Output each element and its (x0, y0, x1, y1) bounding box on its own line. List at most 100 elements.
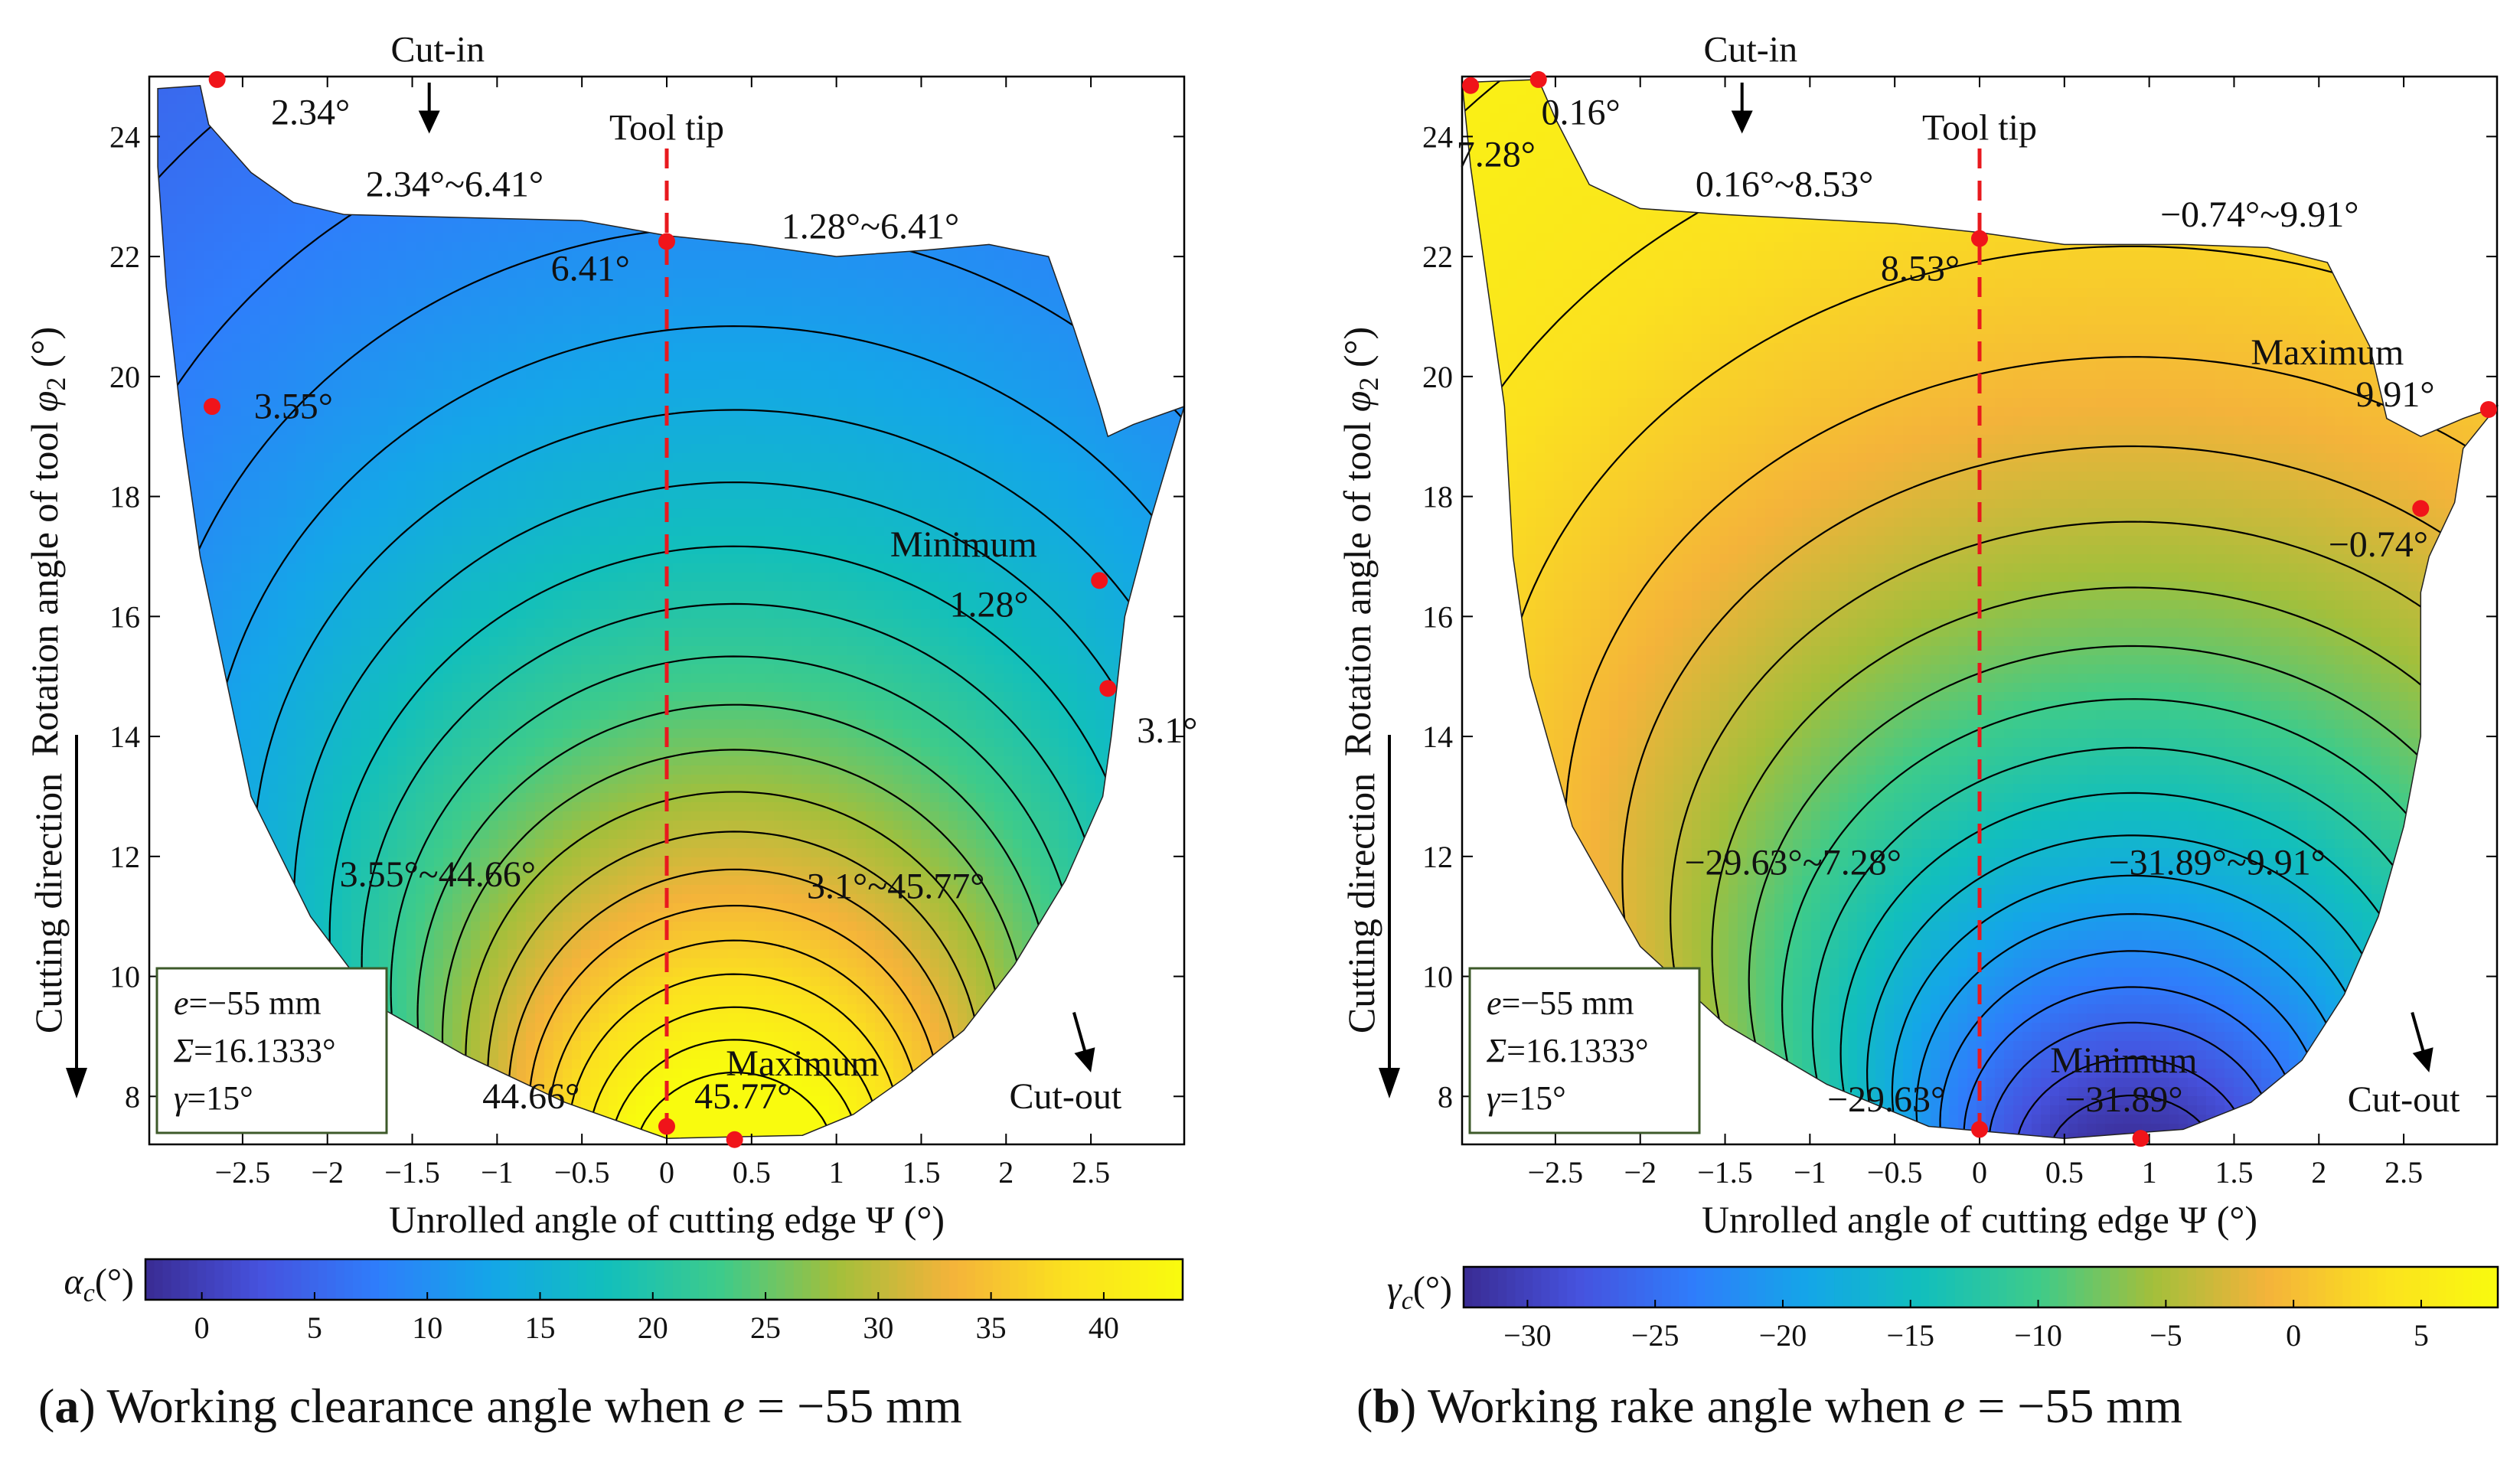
x-tick-label: 0.5 (2045, 1155, 2084, 1190)
x-tick-label: 0 (659, 1155, 674, 1190)
y-tick-label: 8 (1438, 1079, 1453, 1114)
parameter-line: γ=15° (1487, 1079, 1566, 1117)
annotation-label: −31.89°~9.91° (2109, 842, 2326, 883)
cut-in-arrowhead (418, 110, 440, 134)
marker-point (726, 1131, 743, 1148)
colorbar-tick-label: −20 (1759, 1318, 1807, 1353)
colorbar-label: γc(°) (1387, 1269, 1452, 1315)
parameter-line: e=−55 mm (1487, 984, 1634, 1022)
annotation-label: 3.1° (1137, 710, 1197, 751)
colorbar: 0 5 10 15 20 25 30 35 40 αc(°) (64, 1258, 1184, 1345)
annotation-label: 2.34° (271, 93, 350, 133)
marker-point (1091, 572, 1108, 589)
x-tick-label: 2 (998, 1155, 1014, 1190)
marker-point (1971, 230, 1988, 247)
annotation-label: Cut-out (1010, 1076, 1122, 1117)
x-tick-label: 2.5 (2385, 1155, 2423, 1190)
contour-line--30 (2052, 1095, 2212, 1139)
y-axis-label: Rotation angle of tool φ2 (°) (1336, 327, 1384, 756)
x-axis-label: Unrolled angle of cutting edge Ψ (°) (1702, 1198, 2257, 1241)
x-tick-label: 1.5 (902, 1155, 940, 1190)
x-tick-label: −1 (1794, 1155, 1826, 1190)
y-tick-label: 12 (1422, 840, 1453, 874)
x-tick-label: −2.5 (215, 1155, 271, 1190)
annotation-label: −31.89° (2065, 1079, 2182, 1120)
annotation-label: 1.28° (950, 584, 1029, 625)
cutting-direction-arrowhead (1379, 1068, 1400, 1098)
annotation-label: Maximum (2251, 332, 2404, 373)
annotation-label: 0.16°~8.53° (1696, 165, 1873, 205)
annotation-label: 45.77° (694, 1076, 792, 1117)
colorbar-tick-label: −10 (2014, 1318, 2062, 1353)
annotation-label: 0.16° (1542, 93, 1621, 133)
x-tick-label: −0.5 (1867, 1155, 1923, 1190)
colorbar-tick-label: 40 (1089, 1310, 1119, 1345)
annotation-label: −0.74°~9.91° (2160, 194, 2358, 235)
y-tick-label: 18 (109, 480, 140, 514)
panel-b: −2.5 −2 −1.5 −1 −0.5 0 0.5 1 1.5 2 2.5 8 10 12 14 16 18 2… (1336, 29, 2499, 1353)
colorbar-tick-label: −15 (1886, 1318, 1934, 1353)
parameter-box (1468, 967, 1701, 1134)
cut-in-arrowhead (1731, 110, 1753, 134)
colorbar: −30 −25 −20 −15 −10 −5 0 5 γc(°) (1387, 1265, 2499, 1353)
colorbar-tick-label: −30 (1503, 1318, 1552, 1353)
annotation-label: 3.55° (254, 387, 333, 427)
caption-b: (b) Working rake angle when e = −55 mm (1356, 1378, 2182, 1434)
contour-line--20 (1915, 912, 2349, 1139)
x-tick-label: −0.5 (554, 1155, 610, 1190)
colorbar-tick-label: −5 (2150, 1318, 2182, 1353)
contour-line--28 (2016, 1057, 2248, 1139)
colorbar-tick-label: 10 (412, 1310, 442, 1345)
annotation-label: Cut-out (2348, 1079, 2460, 1120)
x-tick-label: −2 (1624, 1155, 1657, 1190)
marker-point (1971, 1121, 1988, 1138)
marker-point (1462, 77, 1480, 94)
parameter-line: Σ=16.1333° (1486, 1032, 1649, 1069)
x-tick-label: −1 (481, 1155, 514, 1190)
x-tick-label: −1.5 (384, 1155, 440, 1190)
colorbar-tick-label: 5 (2414, 1318, 2429, 1353)
x-axis-label: Unrolled angle of cutting edge Ψ (°) (389, 1198, 945, 1241)
annotation-label: Cut-in (1703, 29, 1797, 70)
marker-point (1529, 70, 1547, 88)
marker-point (2412, 500, 2430, 517)
annotation-label: 44.66° (482, 1076, 579, 1117)
colorbar-tick-label: 20 (638, 1310, 668, 1345)
annotation-label: 1.28°~6.41° (782, 207, 959, 247)
region-boundary (1461, 79, 2499, 1139)
cut-out-arrowhead (1074, 1047, 1095, 1072)
marker-point (204, 398, 221, 416)
y-tick-label: 10 (109, 960, 140, 994)
colorbar-frame (1462, 1265, 2499, 1309)
x-tick-label: 2 (2311, 1155, 2326, 1190)
annotation-label: Minimum (890, 524, 1037, 565)
x-tick-label: 1 (829, 1155, 844, 1190)
parameter-line: γ=15° (174, 1079, 253, 1117)
y-tick-label: 24 (1422, 119, 1453, 154)
colorbar-tick-label: 0 (194, 1310, 210, 1345)
y-tick-label: 16 (109, 599, 140, 634)
caption-a: (a) Working clearance angle when e = −55… (38, 1378, 962, 1434)
x-tick-label: 1.5 (2215, 1155, 2253, 1190)
x-tick-label: −1.5 (1697, 1155, 1753, 1190)
y-tick-label: 20 (1422, 360, 1453, 394)
parameter-line: Σ=16.1333° (173, 1032, 336, 1069)
annotation-label: 3.55°~44.66° (340, 854, 536, 895)
y-tick-label: 12 (109, 840, 140, 874)
contour-line-44 (639, 1071, 831, 1139)
y-tick-label: 18 (1422, 480, 1453, 514)
panel-a: −2.5 −2 −1.5 −1 −0.5 0 0.5 1 1.5 2 2.5 8 10 12 14 16 18 2… (23, 29, 1197, 1345)
colorbar-tick-label: −25 (1631, 1318, 1679, 1353)
parameter-box (155, 967, 388, 1134)
cutting-direction-label: Cutting direction (1340, 773, 1382, 1033)
colorbar-label: αc(°) (64, 1261, 134, 1307)
annotation-label: Tool tip (1922, 107, 2037, 148)
parameter-line: e=−55 mm (174, 984, 322, 1022)
cut-out-arrow (2411, 1012, 2427, 1057)
y-tick-label: 8 (125, 1079, 140, 1114)
colorbar-frame (144, 1258, 1184, 1301)
annotation-label: Cut-in (390, 29, 485, 70)
cut-out-arrowhead (2412, 1047, 2433, 1072)
y-tick-label: 22 (109, 240, 140, 274)
y-tick-label: 22 (1422, 240, 1453, 274)
